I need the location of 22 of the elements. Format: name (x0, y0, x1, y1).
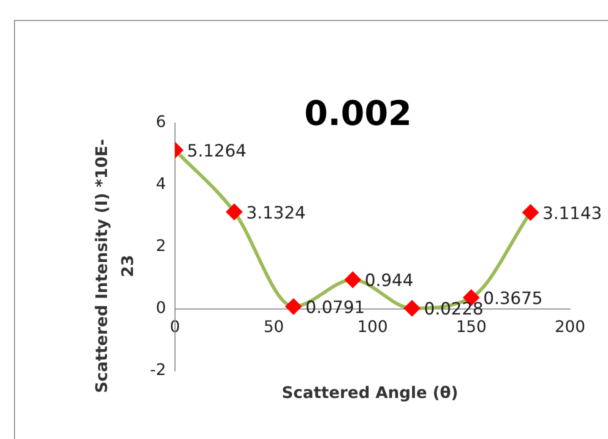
point (522, 204, 538, 220)
data-label: 3.1143 (542, 204, 602, 224)
y-axis-title: Scattered Intensity (I) *10E-23 (91, 138, 138, 395)
point (345, 272, 360, 288)
chart-title: 0.002 (303, 94, 413, 134)
point (226, 204, 242, 220)
point (404, 300, 420, 316)
data-label: 3.1324 (246, 203, 306, 224)
y-tick-label: 4 (156, 174, 166, 194)
data-label: 0.0791 (306, 298, 365, 318)
x-tick-label: 200 (554, 316, 586, 336)
data-label: 5.1264 (187, 142, 246, 162)
y-tick-label: 6 (156, 112, 166, 132)
y-tick-label: -2 (150, 360, 166, 380)
x-tick-label: 100 (357, 316, 388, 336)
data-label: 0.3675 (483, 289, 543, 310)
y-tick-label: 0 (156, 298, 166, 318)
data-label: 0.944 (364, 271, 414, 292)
x-axis-title: Scattered Angle (θ) (280, 383, 460, 402)
x-tick-label: 50 (264, 316, 284, 336)
y-tick-label: 2 (156, 236, 166, 256)
point (286, 298, 302, 314)
